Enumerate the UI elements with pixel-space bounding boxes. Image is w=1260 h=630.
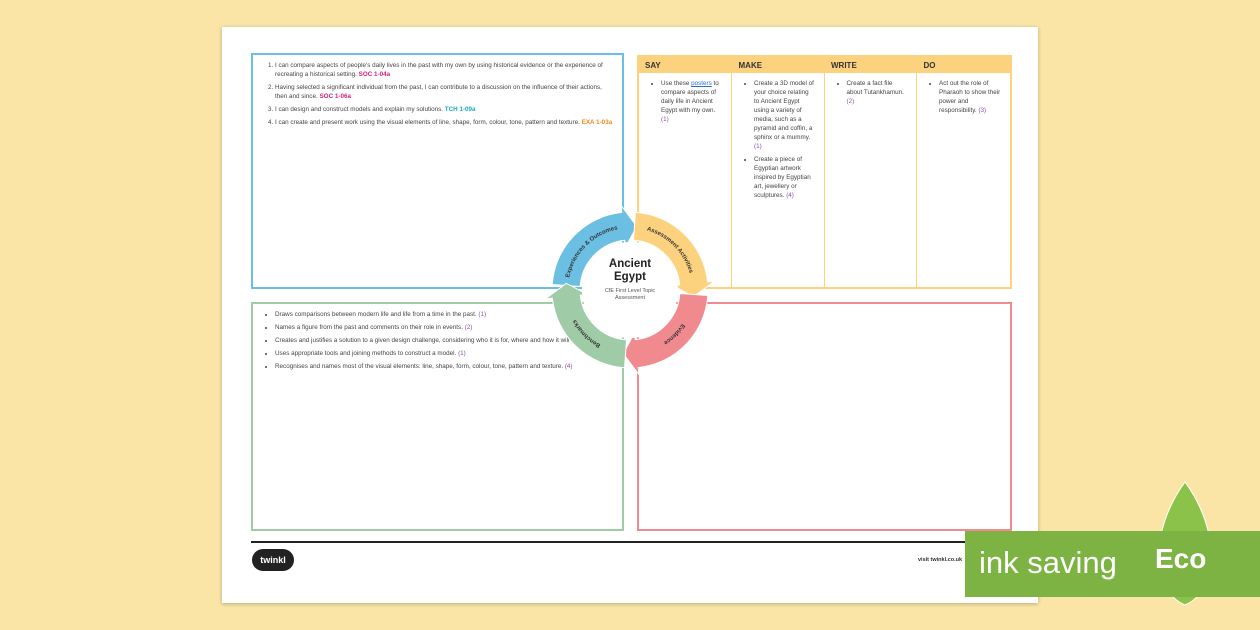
outcome: I can create and present work using the … (275, 118, 614, 127)
footer-rule (251, 541, 1012, 543)
item-text: Use these (661, 80, 690, 87)
item-text: Recognises and names most of the visual … (275, 363, 564, 370)
outcome: Having selected a significant individual… (275, 83, 614, 101)
badge-label: Eco (1155, 543, 1207, 574)
outcomes-box: I can compare aspects of people's daily … (251, 53, 624, 289)
table-cell: Create a 3D model of your choice relatin… (731, 73, 825, 287)
benchmark: Draws comparisons between modern life an… (275, 310, 614, 319)
item-text: Act out the role of Pharaoh to show thei… (939, 80, 1001, 114)
cycle-core (582, 242, 678, 338)
link[interactable]: posters (691, 80, 712, 87)
activity-list: Create a fact file about Tutankhamun. (2… (825, 73, 917, 106)
reference: (1) (458, 350, 466, 357)
item-text: I can design and construct models and ex… (275, 106, 444, 113)
column-header: WRITE (824, 57, 918, 73)
outcome-code: TCH 1-09a (444, 106, 476, 113)
logo: twinkl (252, 549, 294, 571)
cycle-segment (632, 211, 717, 298)
activity-list: Act out the role of Pharaoh to show thei… (917, 73, 1009, 115)
item-text: Having selected a significant individual… (275, 84, 602, 100)
outcome-code: SOC 1-06a (319, 93, 351, 100)
activity: Act out the role of Pharaoh to show thei… (939, 79, 1001, 115)
outcome-code: EXA 1-03a (581, 119, 613, 126)
outcome: I can design and construct models and ex… (275, 105, 614, 114)
reference: (4) (786, 192, 794, 199)
benchmarks-box: Draws comparisons between modern life an… (251, 302, 624, 531)
item-text: Create a 3D model of your choice relatin… (754, 80, 814, 141)
column-header: DO (916, 57, 1010, 73)
benchmark: Uses appropriate tools and joining metho… (275, 349, 614, 358)
cycle-title: Ancient Egypt (608, 258, 652, 283)
cycle-segment (622, 292, 709, 377)
item-text: I can compare aspects of people's daily … (275, 62, 603, 78)
benchmark: Recognises and names most of the visual … (275, 362, 614, 371)
reference: (2) (464, 324, 473, 331)
item-text: I can create and present work using the … (275, 119, 580, 126)
activity-list: Create a 3D model of your choice relatin… (732, 73, 824, 200)
activity: Create a fact file about Tutankhamun. (2… (847, 79, 909, 106)
benchmark: Names a figure from the past and comment… (275, 323, 614, 332)
cycle-segment (551, 203, 638, 288)
item-text: Create a fact file about Tutankhamun. (846, 80, 904, 96)
table-cell: Create a fact file about Tutankhamun. (2… (824, 73, 917, 287)
footer-link: visit twinkl.co.uk (918, 557, 963, 563)
reference: (1) (661, 116, 669, 123)
item-text: Names a figure from the past and comment… (275, 324, 463, 331)
item-text: to compare aspects of daily life in Anci… (661, 80, 719, 114)
column-header: SAY (639, 57, 733, 73)
item-text: Create a piece of Egyptian artwork inspi… (754, 156, 811, 199)
reference: (2) (846, 98, 855, 105)
item-text: Draws comparisons between modern life an… (275, 311, 477, 318)
activity: Create a 3D model of your choice relatin… (754, 79, 816, 151)
reference: (1) (478, 311, 487, 318)
table-cell: Act out the role of Pharaoh to show thei… (917, 73, 1010, 287)
reference: (3) (978, 107, 987, 114)
item-text: Creates and justifies a solution to a gi… (275, 337, 596, 344)
eco-badge: ink saving (965, 531, 1260, 597)
activity: Use these posters to compare aspects of … (661, 79, 723, 124)
cycle-segment (543, 282, 628, 369)
outcome: I can compare aspects of people's daily … (275, 61, 614, 79)
badge-text: ink saving (979, 545, 1117, 580)
column-header: MAKE (731, 57, 825, 73)
activity: Create a piece of Egyptian artwork inspi… (754, 155, 816, 200)
activity-list: Use these posters to compare aspects of … (639, 73, 731, 124)
outcome-code: SOC 1-04a (358, 71, 391, 78)
item-text: Uses appropriate tools and joining metho… (275, 350, 457, 357)
cycle-subtitle: CfE First Level Topic Assessment (604, 288, 656, 301)
evidence-box (637, 302, 1012, 531)
outcomes-list: I can compare aspects of people's daily … (253, 55, 622, 127)
worksheet: I can compare aspects of people's daily … (222, 27, 1038, 603)
table-header: SAY MAKE WRITE DO (639, 57, 1010, 73)
reference: (1) (754, 143, 762, 150)
reference: (4) (564, 363, 573, 370)
cycle-center: Ancient Egypt CfE First Level Topic Asse… (582, 258, 678, 302)
